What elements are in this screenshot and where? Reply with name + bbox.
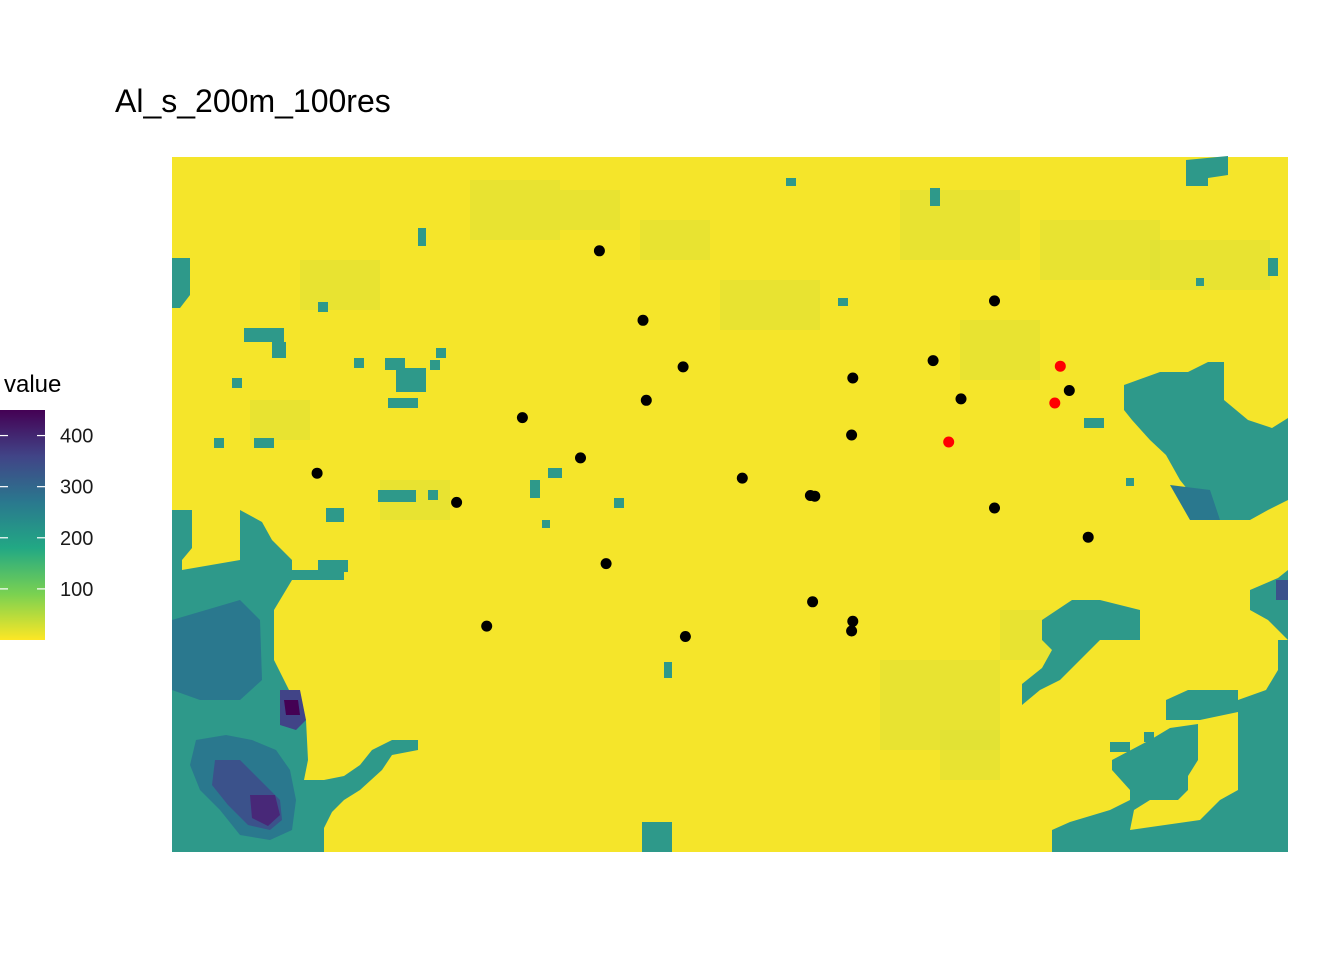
sample-point: [847, 615, 859, 627]
sample-point: [1082, 531, 1094, 543]
raster-cell-teal: [1084, 418, 1104, 428]
raster-region-teal-top: [1186, 156, 1228, 186]
raster-cell-teal: [548, 468, 562, 478]
raster-region-teal-bottom-right: [1052, 640, 1288, 852]
raster-cell-mottle: [640, 220, 710, 260]
sample-point: [809, 490, 821, 502]
raster-cell-teal: [418, 228, 426, 246]
legend-ticks: 100 200 300 400: [0, 426, 93, 601]
raster-cell-mottle: [300, 260, 380, 310]
sample-point: [637, 314, 649, 326]
sample-point: [736, 472, 748, 484]
sample-point: [575, 452, 586, 464]
raster-cell-mottle: [560, 190, 620, 230]
sample-point: [943, 436, 955, 448]
raster-region-peak: [284, 700, 300, 715]
raster-cell-teal: [1268, 258, 1278, 276]
raster-region-blue-right: [1170, 485, 1220, 520]
legend-tick-label: 200: [60, 528, 93, 550]
raster-cell-mottle: [250, 400, 310, 440]
sample-point: [481, 620, 493, 632]
raster-cell-teal: [326, 508, 344, 522]
raster-region-teal-right: [1124, 362, 1288, 520]
sample-point: [846, 429, 858, 441]
raster-cell-mottle: [960, 320, 1040, 380]
raster-cell-teal: [385, 358, 405, 370]
raster-region-teal-br2: [1166, 690, 1238, 720]
legend-tick-label: 300: [60, 477, 93, 499]
raster-cell-mottle: [470, 180, 560, 240]
legend: value 100 200 300 400: [0, 371, 93, 640]
sample-points: [311, 245, 1094, 642]
raster-cell-teal: [318, 560, 348, 572]
raster-cell-teal: [542, 520, 550, 528]
raster-cell-teal: [1110, 742, 1130, 752]
raster-cell-teal: [244, 328, 284, 342]
sample-point: [451, 496, 463, 508]
legend-tick-label: 100: [60, 579, 93, 601]
raster-cell-teal: [530, 480, 540, 498]
sample-point: [1049, 397, 1061, 409]
raster-map: [172, 156, 1288, 852]
raster-cell-teal: [254, 438, 274, 448]
raster-cell-mottle: [940, 730, 1000, 780]
raster-cell-teal: [214, 438, 224, 448]
raster-region-teal-left: [172, 258, 190, 308]
sample-point: [989, 295, 1000, 307]
raster-cell-teal: [430, 360, 440, 370]
raster-cell-teal: [428, 490, 438, 500]
raster-cell-teal: [838, 298, 848, 306]
raster-cell-teal: [1196, 278, 1204, 286]
raster-cell-teal: [354, 358, 364, 368]
legend-tick-label: 400: [60, 426, 93, 448]
raster-cell-teal: [232, 378, 242, 388]
raster-cell-mottle: [720, 280, 820, 330]
raster-cell-teal: [318, 302, 328, 312]
raster-cell-teal: [396, 368, 426, 392]
sample-point: [927, 355, 939, 367]
raster-cell-teal: [272, 342, 286, 358]
raster-cell-teal: [388, 398, 418, 408]
raster-cell-teal: [642, 822, 672, 852]
raster-cell-teal: [436, 348, 446, 358]
sample-point: [600, 558, 612, 570]
sample-point: [1054, 360, 1066, 372]
raster-region-teal-mid-right: [1022, 600, 1140, 705]
sample-point: [677, 361, 689, 373]
sample-point: [807, 596, 819, 608]
raster-cell-teal: [664, 662, 672, 678]
raster-cell-mottle: [1040, 220, 1160, 280]
raster-cell-teal: [1126, 478, 1134, 486]
legend-title: value: [4, 371, 61, 398]
raster-cell-mottle: [900, 190, 1020, 260]
raster-cell-teal: [786, 178, 796, 186]
sample-point: [989, 502, 1000, 514]
sample-point: [679, 631, 691, 642]
raster-region-indigo-right: [1276, 580, 1288, 600]
raster-cell-teal: [930, 188, 940, 206]
sample-point: [516, 412, 528, 424]
raster-cell-teal: [614, 498, 624, 508]
sample-point: [955, 393, 967, 405]
raster-cell-mottle: [1150, 240, 1270, 290]
sample-point: [846, 625, 858, 637]
sample-point: [640, 394, 652, 406]
sample-point: [1063, 385, 1075, 396]
chart-title: Al_s_200m_100res: [115, 83, 391, 119]
sample-point: [593, 245, 605, 257]
raster-region-blue-2: [172, 600, 262, 700]
sample-point: [311, 467, 323, 479]
sample-point: [847, 372, 859, 384]
raster-cell-teal: [378, 490, 416, 502]
legend-colorbar: [0, 410, 45, 640]
raster-region-purple: [250, 795, 280, 826]
raster-cell-teal: [1144, 732, 1154, 742]
